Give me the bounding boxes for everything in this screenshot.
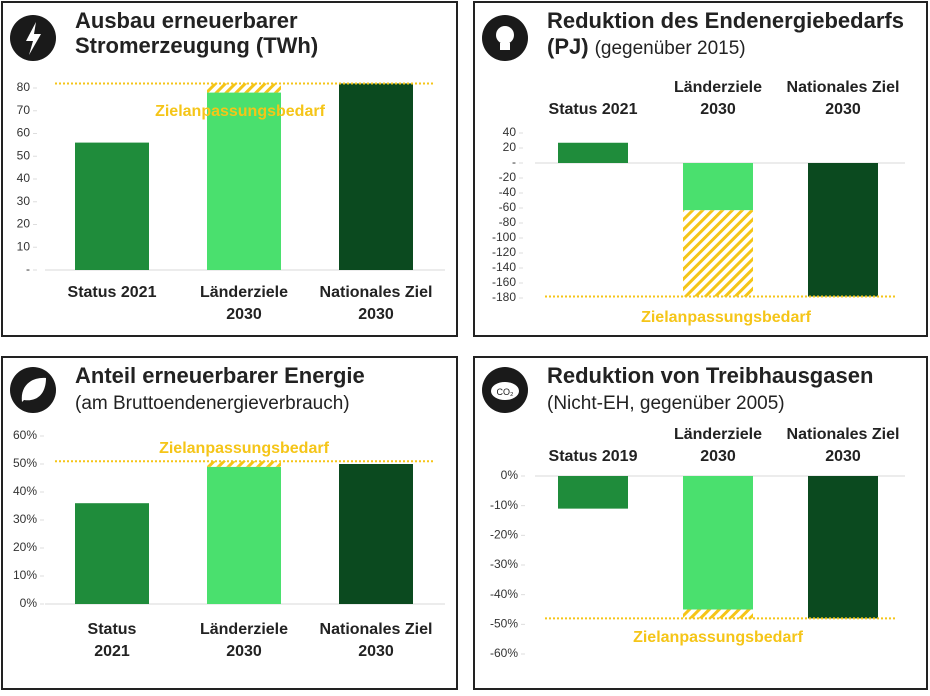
y-tick-label: -30% <box>490 557 518 571</box>
y-tick-label: -10% <box>490 498 518 512</box>
y-tick-label: -180 <box>492 290 516 304</box>
y-tick-label: 40% <box>13 484 37 498</box>
category-label: Nationales Ziel 2030 <box>320 284 433 323</box>
bar <box>683 476 753 610</box>
y-tick-label: 40 <box>503 125 517 139</box>
bar <box>339 464 413 604</box>
y-tick-label: -140 <box>492 260 516 274</box>
y-tick-label: -20 <box>499 170 517 184</box>
bar <box>808 163 878 297</box>
chart-title: Reduktion des Endenergiebedarfs <box>547 8 904 33</box>
y-tick-label: 10 <box>17 239 31 253</box>
y-tick-label: 0% <box>501 468 519 482</box>
y-tick-label: -100 <box>492 230 516 244</box>
annotation: Zielanpassungsbedarf <box>159 440 329 457</box>
y-tick-label: 20 <box>17 217 31 231</box>
y-tick-label: 10% <box>13 568 37 582</box>
y-tick-label: 30 <box>17 194 31 208</box>
gap-segment <box>207 461 281 467</box>
y-tick-label: -80 <box>499 215 517 229</box>
y-tick-label: 80 <box>17 80 31 94</box>
bar <box>558 476 628 509</box>
category-label: Nationales Ziel 2030 <box>787 426 900 465</box>
bar <box>558 142 628 163</box>
annotation: Zielanpassungsbedarf <box>633 629 803 646</box>
bar <box>808 476 878 619</box>
category-label: Länderziele 2030 <box>674 426 762 465</box>
unit: (PJ) <box>547 34 589 59</box>
subtitle: (gegenüber 2015) <box>595 38 746 59</box>
chart-title: Reduktion von Treibhausgasen <box>547 363 873 388</box>
y-tick-label: 60 <box>17 126 31 140</box>
bar <box>75 142 149 270</box>
chart-subtitle: (Nicht-EH, gegenüber 2005) <box>547 393 785 414</box>
gap-segment <box>683 210 753 297</box>
bar <box>339 83 413 270</box>
gap-segment <box>683 609 753 619</box>
y-tick-label: -60% <box>490 646 518 660</box>
y-tick-label: 50 <box>17 148 31 162</box>
y-tick-label: -40 <box>499 185 517 199</box>
chart-subtitle: (am Bruttoendenergieverbrauch) <box>75 393 350 414</box>
bar <box>207 466 281 604</box>
bar <box>75 503 149 604</box>
annotation: Zielanpassungsbedarf <box>641 309 811 326</box>
category-label: Länderziele 2030 <box>200 284 288 323</box>
svg-text:CO₂: CO₂ <box>497 387 515 397</box>
y-tick-label: 30% <box>13 512 37 526</box>
bar <box>207 92 281 270</box>
y-tick-label: 20 <box>503 140 517 154</box>
category-label: Länderziele 2030 <box>674 79 762 118</box>
category-label: Status 2021 <box>88 621 137 660</box>
gap-segment <box>207 83 281 93</box>
category-label: Status 2019 <box>549 448 638 465</box>
category-label: Nationales Ziel 2030 <box>320 621 433 660</box>
y-tick-label: -120 <box>492 245 516 259</box>
y-tick-label: - <box>512 155 516 169</box>
icons: CO₂ <box>10 15 528 413</box>
y-tick-label: -60 <box>499 200 517 214</box>
y-tick-label: 50% <box>13 456 37 470</box>
y-tick-label: -40% <box>490 587 518 601</box>
bar <box>683 163 753 211</box>
category-label: Nationales Ziel 2030 <box>787 79 900 118</box>
y-tick-label: -50% <box>490 617 518 631</box>
y-tick-label: -20% <box>490 528 518 542</box>
y-tick-label: 0% <box>20 596 38 610</box>
y-tick-label: - <box>26 262 30 276</box>
y-tick-label: -160 <box>492 275 516 289</box>
chart-title: Ausbau erneuerbarer Stromerzeugung (TWh) <box>75 8 318 58</box>
annotation: Zielanpassungsbedarf <box>155 103 325 120</box>
chart-subtitle: (PJ) (gegenüber 2015) <box>547 34 746 59</box>
y-tick-label: 60% <box>13 428 37 442</box>
category-label: Status 2021 <box>68 284 157 301</box>
category-label: Länderziele 2030 <box>200 621 288 660</box>
category-label: Status 2021 <box>549 101 638 118</box>
y-tick-label: 40 <box>17 171 31 185</box>
chart-title: Anteil erneuerbarer Energie <box>75 363 365 388</box>
y-tick-label: 20% <box>13 540 37 554</box>
y-tick-label: 70 <box>17 103 31 117</box>
